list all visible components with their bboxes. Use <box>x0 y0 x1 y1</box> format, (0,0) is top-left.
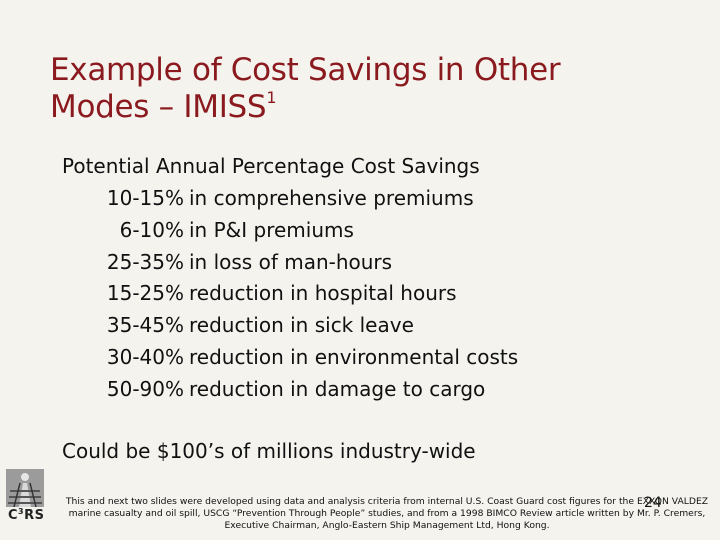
savings-percentage: 6-10% <box>119 217 184 242</box>
source-footnote: This and next two slides were developed … <box>65 496 709 531</box>
savings-percentage: 50-90% <box>106 376 184 401</box>
savings-description: in comprehensive premiums <box>189 186 474 210</box>
slide-title: Example of Cost Savings in Other Modes –… <box>50 52 690 126</box>
savings-description: reduction in environmental costs <box>189 344 519 369</box>
logo-text-c: C <box>8 508 19 523</box>
savings-percentage: 35-45% <box>106 313 184 338</box>
savings-heading: Potential Annual Percentage Cost Savings <box>62 154 480 178</box>
savings-description: reduction in hospital hours <box>189 281 457 306</box>
logo-text: C3RS <box>8 507 45 524</box>
slide-title-line-2-text: Modes – IMISS <box>50 89 267 125</box>
savings-percentage: 10-15% <box>106 186 184 210</box>
title-footnote-marker: 1 <box>266 88 277 107</box>
savings-percentage: 15-25% <box>106 281 184 306</box>
savings-percentage: 30-40% <box>106 344 184 369</box>
slide-title-line-2: Modes – IMISS1 <box>50 89 690 126</box>
railroad-track-logo-icon <box>6 469 44 508</box>
savings-description: reduction in damage to cargo <box>189 376 486 401</box>
savings-percentage: 25-35% <box>106 249 184 274</box>
savings-description: reduction in sick leave <box>189 313 414 338</box>
page-number: 24 <box>644 495 662 511</box>
logo-text-rs: RS <box>24 508 45 523</box>
savings-description: in P&I premiums <box>189 217 354 242</box>
savings-description: in loss of man-hours <box>189 249 393 274</box>
slide-title-line-1: Example of Cost Savings in Other <box>50 52 561 88</box>
industry-summary: Could be $100’s of millions industry-wid… <box>62 439 476 463</box>
logo-text-sup: 3 <box>18 507 25 516</box>
